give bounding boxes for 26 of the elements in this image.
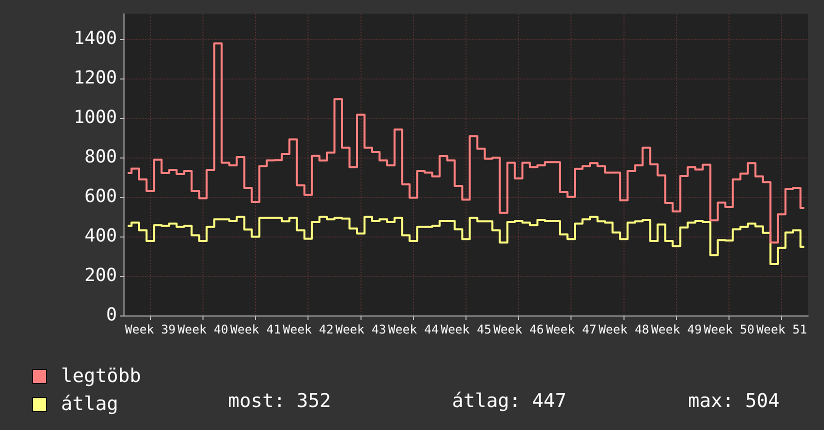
x-tick-label: Week 41 (230, 322, 281, 336)
text: most: 352 (228, 390, 331, 412)
x-tick-label: Week 50 (704, 322, 754, 336)
x-tick-label: Week 51 (756, 322, 807, 336)
y-tick-label: 600 (84, 186, 117, 208)
text: átlag: 447 (452, 390, 566, 412)
x-tick-label: Week 43 (335, 322, 386, 336)
y-tick-label: 1000 (74, 107, 117, 128)
x-tick-label: Week 46 (493, 322, 544, 336)
x-tick-label: Week 45 (440, 322, 492, 336)
y-tick-label: 200 (84, 265, 117, 286)
y-tick-label: 1400 (74, 28, 117, 50)
x-tick-label: Week 39 (125, 322, 176, 336)
x-tick-label: Week 44 (388, 322, 439, 336)
x-tick-label: Week 47 (546, 322, 597, 336)
legend-label: legtöbb (61, 365, 142, 387)
text: max: 504 (688, 390, 780, 412)
y-tick-label: 400 (84, 226, 117, 247)
y-tick-label: 800 (84, 146, 117, 168)
y-tick-label: 0 (106, 304, 117, 326)
x-tick-label: Week 40 (178, 322, 228, 336)
y-tick-label: 1200 (74, 68, 117, 89)
legend-label: átlag (61, 393, 118, 415)
x-tick-label: Week 42 (282, 322, 334, 336)
x-tick-label: Week 49 (651, 322, 702, 336)
x-tick-label: Week 48 (598, 322, 650, 336)
